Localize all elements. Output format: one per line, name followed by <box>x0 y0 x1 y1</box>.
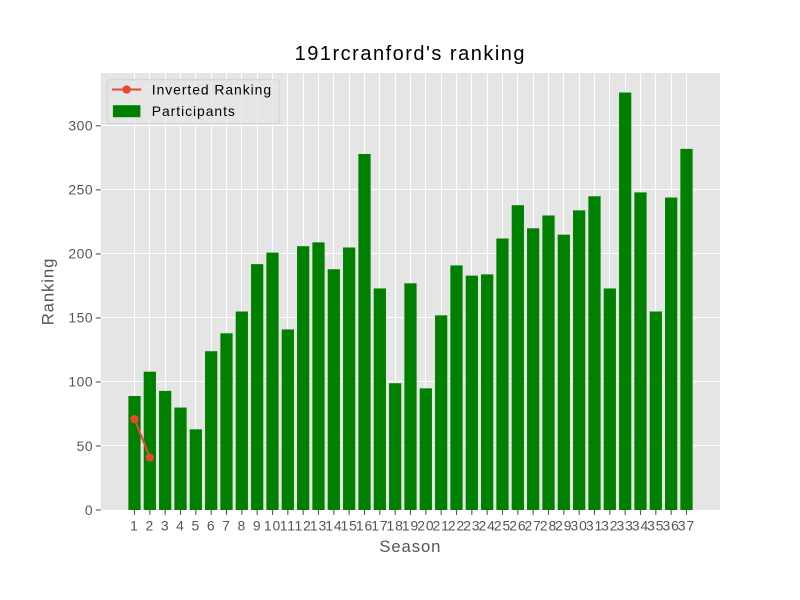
svg-text:0: 0 <box>85 502 93 518</box>
svg-text:21: 21 <box>433 518 450 534</box>
svg-text:17: 17 <box>371 518 388 534</box>
svg-text:35: 35 <box>647 518 664 534</box>
svg-text:Participants: Participants <box>152 103 236 119</box>
svg-text:23: 23 <box>463 518 480 534</box>
svg-text:7: 7 <box>222 518 231 534</box>
svg-text:36: 36 <box>663 518 680 534</box>
svg-text:29: 29 <box>555 518 572 534</box>
svg-text:4: 4 <box>176 518 185 534</box>
svg-text:34: 34 <box>632 518 649 534</box>
svg-text:100: 100 <box>68 374 93 390</box>
svg-text:15: 15 <box>341 518 358 534</box>
svg-text:300: 300 <box>68 118 93 134</box>
svg-text:20: 20 <box>417 518 434 534</box>
svg-text:11: 11 <box>280 518 296 534</box>
svg-text:33: 33 <box>617 518 634 534</box>
svg-text:150: 150 <box>68 310 93 326</box>
svg-text:24: 24 <box>479 518 496 534</box>
svg-text:25: 25 <box>494 518 511 534</box>
svg-text:Season: Season <box>379 537 441 556</box>
svg-text:22: 22 <box>448 518 465 534</box>
svg-text:12: 12 <box>295 518 312 534</box>
svg-text:19: 19 <box>402 518 419 534</box>
svg-text:26: 26 <box>509 518 526 534</box>
svg-text:31: 31 <box>586 518 603 534</box>
svg-text:9: 9 <box>253 518 262 534</box>
svg-text:250: 250 <box>68 182 93 198</box>
svg-text:14: 14 <box>325 518 342 534</box>
svg-text:Ranking: Ranking <box>39 258 58 326</box>
svg-text:10: 10 <box>264 518 281 534</box>
svg-text:8: 8 <box>238 518 247 534</box>
svg-text:13: 13 <box>310 518 327 534</box>
svg-text:27: 27 <box>525 518 542 534</box>
svg-text:30: 30 <box>571 518 588 534</box>
svg-text:18: 18 <box>387 518 404 534</box>
svg-text:2: 2 <box>146 518 155 534</box>
svg-text:28: 28 <box>540 518 557 534</box>
svg-text:191rcranford's ranking: 191rcranford's ranking <box>295 43 526 65</box>
svg-text:200: 200 <box>68 246 93 262</box>
svg-text:37: 37 <box>678 518 695 534</box>
svg-text:3: 3 <box>161 518 170 534</box>
svg-text:1: 1 <box>130 518 139 534</box>
svg-text:5: 5 <box>192 518 201 534</box>
svg-text:Inverted Ranking: Inverted Ranking <box>152 81 272 97</box>
svg-text:50: 50 <box>77 438 94 454</box>
svg-text:6: 6 <box>207 518 216 534</box>
svg-text:32: 32 <box>601 518 618 534</box>
svg-text:16: 16 <box>356 518 373 534</box>
